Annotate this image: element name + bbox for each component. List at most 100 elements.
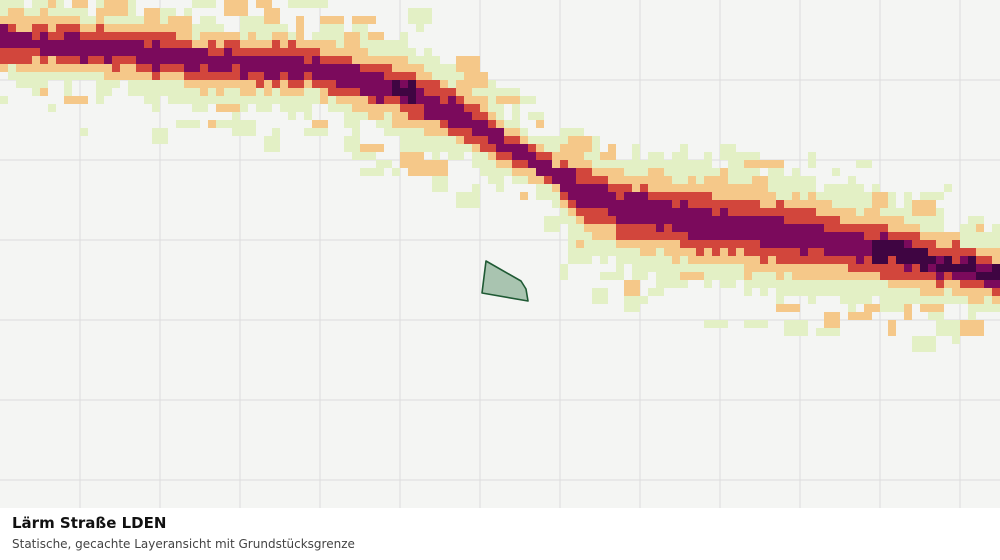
noise-cell <box>376 160 392 168</box>
noise-cell <box>344 32 360 48</box>
noise-cell <box>976 216 984 224</box>
noise-cell <box>464 72 488 88</box>
noise-cell <box>536 160 544 176</box>
noise-cell <box>744 160 768 168</box>
noise-cell <box>528 112 544 120</box>
noise-cell <box>976 272 984 280</box>
noise-cell <box>256 56 264 72</box>
noise-cell <box>304 64 312 72</box>
noise-cell <box>904 192 912 208</box>
noise-cell <box>472 120 480 136</box>
noise-cell <box>40 32 48 56</box>
noise-cell <box>24 32 32 48</box>
noise-cell <box>152 128 168 144</box>
noise-cell <box>904 304 912 320</box>
noise-cell <box>648 288 664 296</box>
noise-cell <box>240 56 248 80</box>
noise-cell <box>456 192 480 208</box>
noise-cell <box>720 208 728 240</box>
noise-cell <box>472 184 480 192</box>
noise-cell <box>392 168 400 176</box>
noise-cell <box>824 312 840 328</box>
noise-cell <box>232 56 240 64</box>
noise-cell <box>728 216 736 240</box>
noise-cell <box>168 16 192 32</box>
noise-cell <box>936 264 944 272</box>
noise-cell <box>272 128 280 144</box>
noise-cell <box>80 40 88 64</box>
noise-cell <box>280 56 288 72</box>
layer-subtitle: Statische, gecachte Layeransicht mit Gru… <box>12 537 355 551</box>
noise-cell <box>96 40 104 56</box>
noise-cell <box>296 56 304 80</box>
noise-cell <box>360 168 384 176</box>
noise-cell <box>584 184 592 208</box>
noise-cell <box>232 120 256 136</box>
noise-cell <box>120 40 128 56</box>
noise-cell <box>648 168 664 176</box>
noise-cell <box>648 200 656 224</box>
noise-cell <box>936 320 960 336</box>
noise-cell <box>136 40 144 64</box>
noise-cell <box>776 304 800 312</box>
noise-cell <box>312 120 328 128</box>
noise-cell <box>680 200 688 232</box>
noise-cell <box>984 272 992 280</box>
noise-cell <box>520 144 528 160</box>
map-canvas[interactable] <box>0 0 1000 508</box>
noise-cell <box>88 40 96 56</box>
noise-cell <box>344 136 360 152</box>
noise-cell <box>192 0 216 8</box>
noise-zone-level-4 <box>0 24 1000 288</box>
noise-cell <box>48 104 56 112</box>
noise-cell <box>920 248 928 272</box>
noise-cell <box>968 320 984 336</box>
noise-cell <box>720 144 728 160</box>
parcel-boundary[interactable] <box>481 260 529 302</box>
noise-cell <box>288 56 296 80</box>
noise-cell <box>112 0 128 16</box>
noise-cell <box>864 304 880 312</box>
noise-cell <box>272 56 280 80</box>
noise-cell <box>440 104 448 120</box>
noise-cell <box>32 40 40 48</box>
noise-cell <box>888 320 896 336</box>
noise-cell <box>592 184 600 208</box>
noise-cell <box>216 104 240 112</box>
noise-cell <box>72 0 88 8</box>
noise-cell <box>600 152 616 160</box>
noise-cell <box>640 192 648 224</box>
noise-cell <box>792 224 800 248</box>
noise-cell <box>896 240 904 264</box>
noise-cell <box>848 312 872 320</box>
noise-cell <box>920 304 944 312</box>
noise-cell <box>912 248 920 264</box>
noise-cell <box>336 64 344 88</box>
noise-cell <box>592 288 608 304</box>
noise-cell <box>672 208 680 232</box>
map-view[interactable] <box>0 0 1000 508</box>
noise-cell <box>832 232 840 256</box>
noise-cell <box>384 80 392 96</box>
noise-cell <box>624 280 640 296</box>
noise-cell <box>104 40 112 64</box>
noise-cell <box>616 200 624 224</box>
noise-cell <box>144 48 152 64</box>
noise-layer <box>0 0 1000 352</box>
noise-cell <box>632 192 640 224</box>
noise-cell <box>200 48 208 64</box>
noise-cell <box>160 48 168 64</box>
noise-cell <box>416 24 424 32</box>
noise-cell <box>568 168 576 200</box>
noise-cell <box>408 80 416 104</box>
noise-cell <box>600 184 608 208</box>
noise-cell <box>392 80 400 96</box>
noise-cell <box>352 16 376 24</box>
noise-cell <box>96 8 112 16</box>
noise-cell <box>856 232 864 264</box>
noise-cell <box>824 232 832 256</box>
noise-cell <box>576 184 584 208</box>
noise-cell <box>736 216 744 240</box>
noise-cell <box>968 256 976 272</box>
noise-cell <box>184 48 192 72</box>
